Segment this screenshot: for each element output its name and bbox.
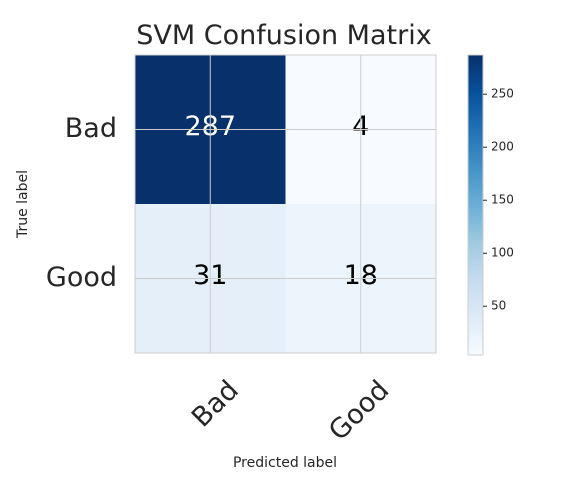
colorbar-tick-label: 50 xyxy=(491,299,506,313)
matrix-grid xyxy=(135,55,436,353)
colorbar xyxy=(467,54,484,356)
matrix-frame xyxy=(134,54,437,354)
colorbar-tick-label: 150 xyxy=(491,193,514,207)
y-tick-label: Bad xyxy=(65,113,117,144)
y-axis-label: True label xyxy=(15,170,31,239)
chart-title: SVM Confusion Matrix xyxy=(136,20,431,51)
x-axis-label: Predicted label xyxy=(233,455,337,471)
x-tick-label: Good xyxy=(323,375,395,447)
matrix-cells: 287 431 18 xyxy=(135,55,437,354)
y-tick-labels: Bad Good xyxy=(46,113,117,293)
x-tick-label: Bad xyxy=(186,375,245,434)
y-tick-label: Good xyxy=(46,262,117,293)
colorbar-tick-label: 250 xyxy=(491,87,514,101)
x-tick-labels: Bad Good xyxy=(186,375,395,447)
colorbar-tick-label: 200 xyxy=(491,140,514,154)
colorbar-ticks: 50 100 150 200 250 xyxy=(483,87,514,313)
colorbar-tick-label: 100 xyxy=(491,246,514,260)
